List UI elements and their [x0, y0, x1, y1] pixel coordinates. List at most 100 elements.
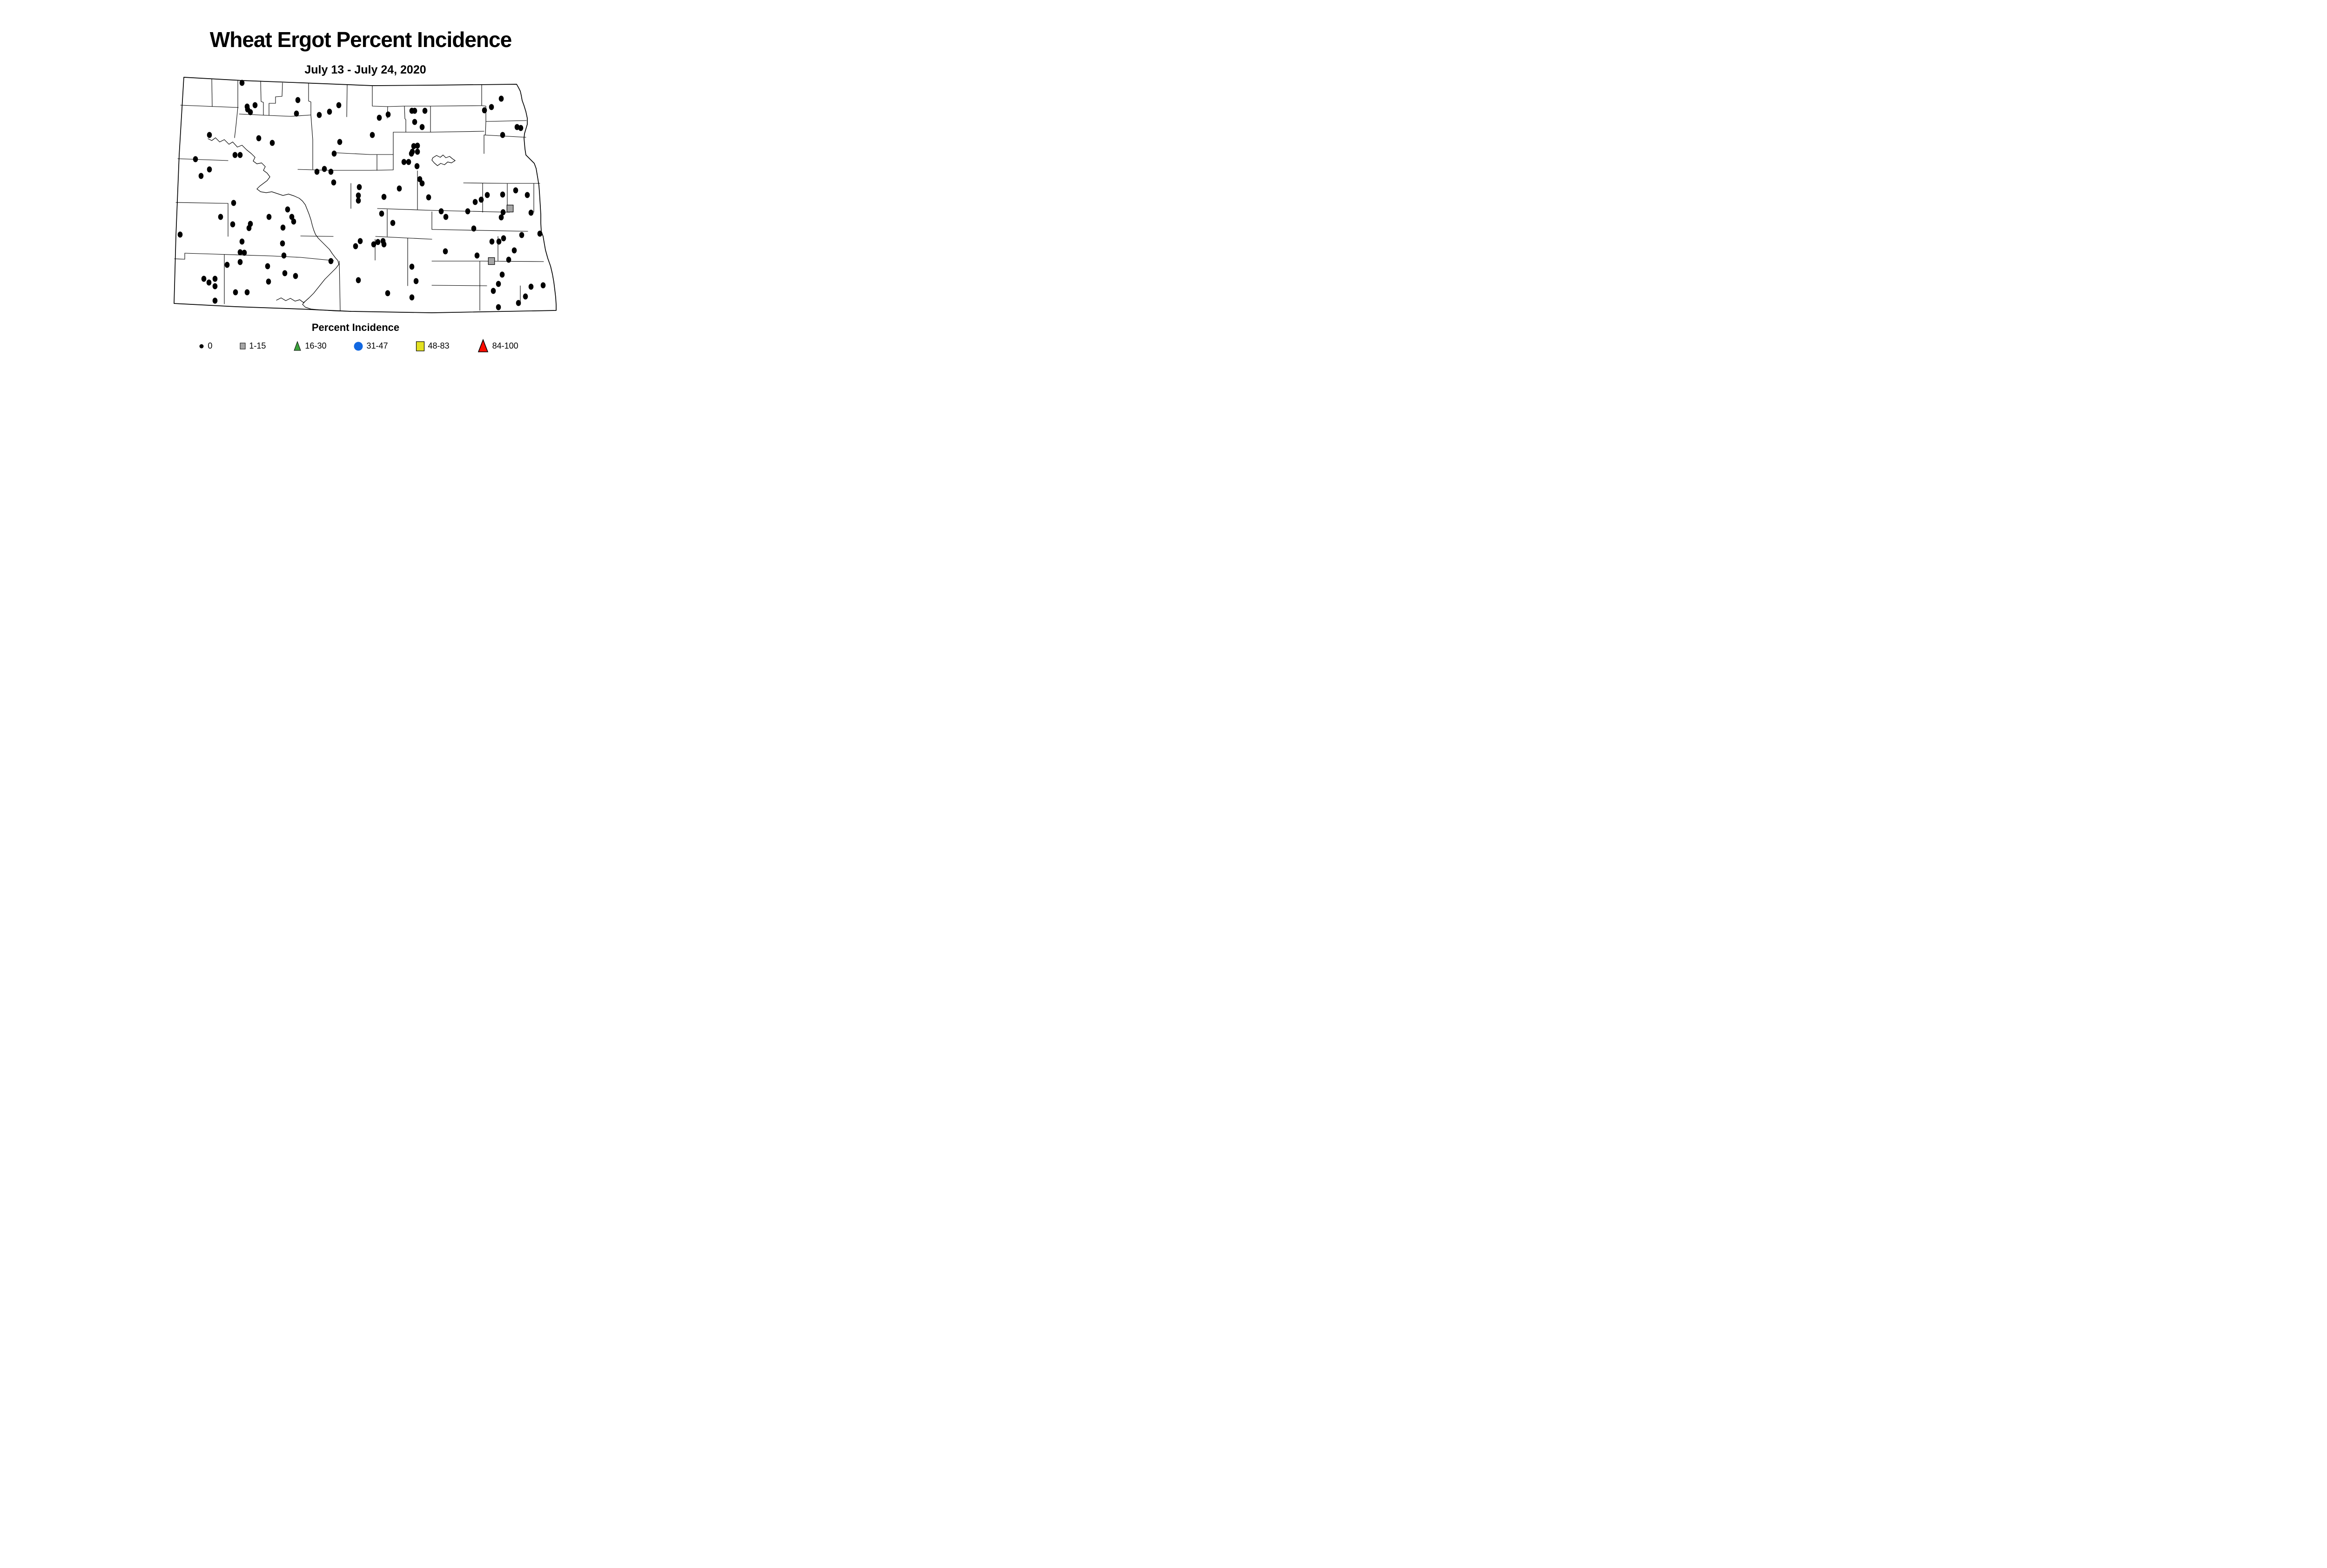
legend-label: 84-100	[492, 341, 518, 350]
map-point-dot	[246, 225, 252, 231]
map-point-square	[506, 204, 514, 213]
legend-label: 48-83	[428, 341, 450, 350]
map-point-dot	[540, 282, 546, 289]
map-point-dot	[328, 258, 334, 264]
map-point-dot	[498, 95, 504, 102]
map-point-dot	[537, 230, 543, 237]
page-subtitle: July 13 - July 24, 2020	[304, 63, 426, 76]
map-point-dot	[231, 200, 236, 206]
map-point-dot	[282, 270, 288, 276]
map-point-dot	[471, 225, 477, 232]
data-points	[177, 80, 546, 310]
map-point-dot	[381, 241, 387, 248]
map-point-dot	[443, 214, 449, 220]
map-point-dot	[401, 159, 407, 165]
map-point-dot	[500, 191, 505, 198]
map-point-dot	[409, 150, 414, 157]
rivers	[208, 137, 456, 312]
blue-circle-marker-icon	[354, 342, 363, 350]
map-point-dot	[472, 199, 478, 205]
map-point-dot	[523, 293, 528, 300]
map-point-dot	[266, 278, 271, 285]
map-point-dot	[193, 156, 198, 162]
map-point-dot	[356, 197, 361, 204]
map-point-dot	[237, 259, 243, 265]
map-point-dot	[357, 238, 363, 244]
map-point-dot	[499, 271, 505, 278]
map-point-dot	[496, 238, 502, 245]
map-point-dot	[316, 112, 322, 118]
map-point-dot	[237, 249, 243, 256]
map-point-dot	[291, 218, 296, 225]
map-point-square	[488, 257, 495, 265]
state-outline	[174, 77, 557, 313]
yellow-square-marker-icon	[416, 341, 424, 351]
gray-square-marker-icon	[240, 343, 246, 350]
legend-label: 1-15	[249, 341, 266, 350]
map-point-dot	[244, 289, 250, 296]
map-point-dot	[233, 289, 238, 296]
map-point-dot	[506, 256, 511, 263]
legend-title: Percent Incidence	[311, 322, 400, 333]
legend-item-0: 0	[198, 341, 212, 351]
map-point-dot	[528, 283, 534, 290]
map-point-dot	[207, 166, 212, 173]
legend-label: 31-47	[366, 341, 388, 350]
map-point-dot	[206, 279, 212, 286]
map-point-dot	[356, 192, 361, 199]
map-point-dot	[328, 168, 334, 175]
map-point-dot	[397, 185, 402, 192]
dot-marker-icon	[199, 344, 204, 348]
missouri-river	[208, 137, 352, 312]
map-point-dot	[336, 102, 342, 108]
map-point-dot	[212, 283, 218, 289]
map-point-dot	[239, 238, 245, 245]
map-point-dot	[371, 241, 377, 248]
map-point-dot	[375, 239, 381, 245]
map-point-dot	[327, 108, 332, 115]
map-point-dot	[248, 109, 253, 115]
map-point-dot	[491, 288, 496, 294]
map-point-dot	[478, 196, 484, 203]
map-point-dot	[489, 104, 494, 110]
map-point-dot	[500, 209, 506, 215]
map-point-dot	[232, 152, 238, 158]
map-point-dot	[337, 139, 343, 145]
legend-item-84-100: 84-100	[477, 339, 518, 353]
map-point-dot	[294, 110, 299, 117]
map-point-dot	[201, 276, 207, 282]
map-point-dot	[412, 108, 417, 114]
map-point-dot	[413, 278, 419, 284]
map-point-dot	[331, 179, 336, 186]
map-point-dot	[519, 232, 525, 238]
map-point-dot	[239, 80, 245, 86]
map-point-dot	[412, 119, 417, 125]
page: Wheat Ergot Percent Incidence July 13 - …	[0, 0, 730, 381]
legend-label: 16-30	[305, 341, 327, 350]
map-point-dot	[212, 276, 218, 282]
map-point-dot	[516, 300, 521, 306]
map-point-dot	[207, 132, 212, 138]
map-point-dot	[356, 184, 362, 190]
map-point-dot	[266, 214, 272, 220]
map-point-dot	[293, 273, 298, 279]
map-point-dot	[514, 124, 520, 130]
map-point-dot	[379, 210, 384, 217]
map-point-dot	[513, 187, 518, 194]
map-point-dot	[198, 173, 204, 179]
cannonball-river	[276, 297, 305, 303]
legend-item-16-30: 16-30	[293, 341, 326, 351]
legend-item-31-47: 31-47	[353, 341, 388, 351]
map-point-dot	[511, 247, 517, 254]
legend-label: 0	[208, 341, 213, 350]
map-point-dot	[474, 252, 480, 259]
map-point-dot	[528, 209, 534, 216]
map-point-dot	[237, 152, 243, 158]
map-point-dot	[381, 194, 387, 200]
devils-lake	[431, 155, 456, 166]
map-point-dot	[409, 263, 415, 270]
map-point-dot	[390, 220, 396, 226]
map-point-dot	[242, 249, 247, 256]
map-point-dot	[422, 108, 428, 114]
map-point-dot	[269, 140, 275, 146]
